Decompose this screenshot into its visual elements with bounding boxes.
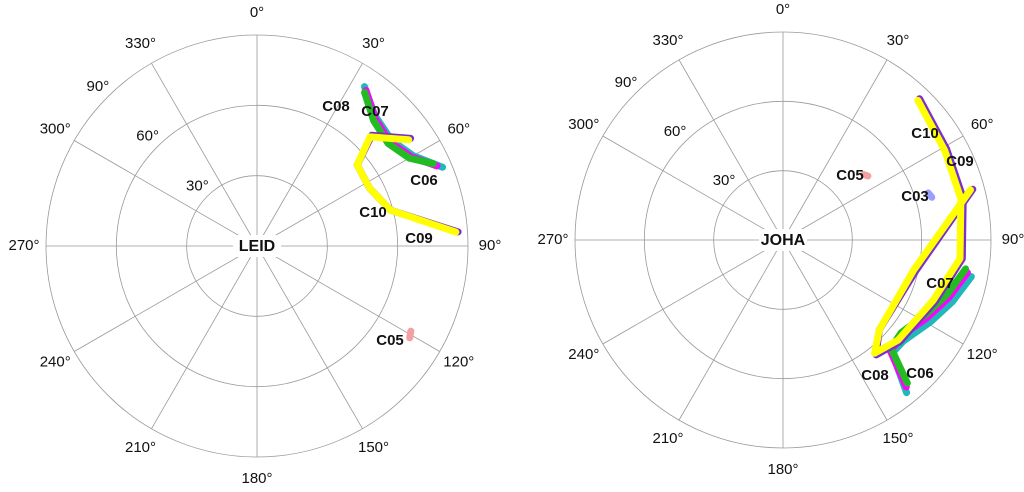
- azimuth-label: 180°: [767, 461, 798, 478]
- azimuth-label: 0°: [776, 1, 790, 18]
- spoke-line: [782, 239, 888, 421]
- azimuth-label: 30°: [887, 32, 910, 49]
- satellite-label: C03: [901, 188, 929, 205]
- polar-panel: 0° 30° 60° 90° 120° 150° 180° 210° 240° 270° 300° 3…: [8, 4, 501, 487]
- spoke-line: [74, 245, 258, 352]
- azimuth-label: 240°: [40, 353, 71, 370]
- satellite-label: C09: [946, 153, 974, 170]
- azimuth-label: 330°: [652, 32, 683, 49]
- spoke-line: [256, 63, 363, 247]
- spoke-line: [151, 245, 258, 429]
- range-label: 90°: [87, 78, 110, 95]
- spoke-line: [602, 135, 784, 241]
- range-label: 60°: [136, 128, 159, 145]
- satellite-track: [871, 96, 974, 357]
- azimuth-label: 300°: [568, 116, 599, 133]
- azimuth-label: 0°: [250, 4, 264, 21]
- satellite-track: [353, 133, 460, 236]
- range-circle: [115, 104, 399, 388]
- spoke-line: [74, 140, 258, 247]
- spoke-line: [256, 245, 363, 429]
- azimuth-label: 270°: [537, 231, 568, 248]
- spoke-line: [782, 135, 964, 241]
- azimuth-label: 150°: [882, 430, 913, 447]
- satellite-label: C06: [906, 365, 934, 382]
- azimuth-label: 120°: [967, 346, 998, 363]
- azimuth-label: 60°: [447, 120, 470, 137]
- station-label: LEID: [239, 238, 275, 255]
- range-label: 60°: [664, 123, 687, 140]
- range-label: 30°: [713, 172, 736, 189]
- azimuth-label: 180°: [241, 470, 272, 487]
- satellite-label: C06: [410, 172, 438, 189]
- range-circle: [574, 31, 992, 449]
- satellite-label: C07: [361, 103, 389, 120]
- satellite-label: C10: [359, 204, 387, 221]
- azimuth-label: 60°: [971, 116, 994, 133]
- satellite-track: [361, 88, 437, 168]
- spoke-line: [151, 63, 258, 247]
- satellite-label: C05: [376, 332, 404, 349]
- satellite-label: C07: [926, 275, 954, 292]
- range-label: 30°: [186, 177, 209, 194]
- station-label: JOHA: [761, 232, 806, 249]
- spoke-line: [782, 59, 888, 241]
- azimuth-label: 120°: [443, 353, 474, 370]
- satellite-track: [860, 171, 872, 180]
- range-circle: [45, 34, 469, 458]
- satellite-label: C10: [911, 125, 939, 142]
- azimuth-label: 330°: [125, 35, 156, 52]
- spoke-line: [678, 59, 784, 241]
- range-label: 90°: [615, 74, 638, 91]
- satellite-label: C08: [861, 367, 889, 384]
- station-bg: [759, 229, 807, 251]
- satellite-track: [406, 327, 415, 342]
- satellite-label: C05: [836, 167, 864, 184]
- azimuth-label: 210°: [652, 430, 683, 447]
- azimuth-label: 90°: [479, 237, 502, 254]
- azimuth-label: 270°: [8, 237, 39, 254]
- azimuth-label: 150°: [358, 439, 389, 456]
- azimuth-label: 210°: [125, 439, 156, 456]
- range-circle: [186, 175, 328, 317]
- spoke-line: [782, 239, 964, 345]
- station-bg: [233, 235, 281, 257]
- spoke-line: [602, 239, 784, 345]
- spoke-line: [678, 239, 784, 421]
- range-circle: [713, 170, 853, 310]
- azimuth-label: 300°: [40, 120, 71, 137]
- range-circle: [643, 100, 923, 380]
- azimuth-label: 240°: [568, 346, 599, 363]
- azimuth-label: 90°: [1002, 231, 1024, 248]
- azimuth-label: 30°: [362, 35, 385, 52]
- satellite-track: [924, 189, 936, 201]
- satellite-label: C08: [322, 98, 350, 115]
- polar-panel: 0° 30° 60° 90° 120° 150° 180° 210° 240° 270° 300° 3…: [537, 1, 1024, 478]
- satellite-label: C09: [405, 230, 433, 247]
